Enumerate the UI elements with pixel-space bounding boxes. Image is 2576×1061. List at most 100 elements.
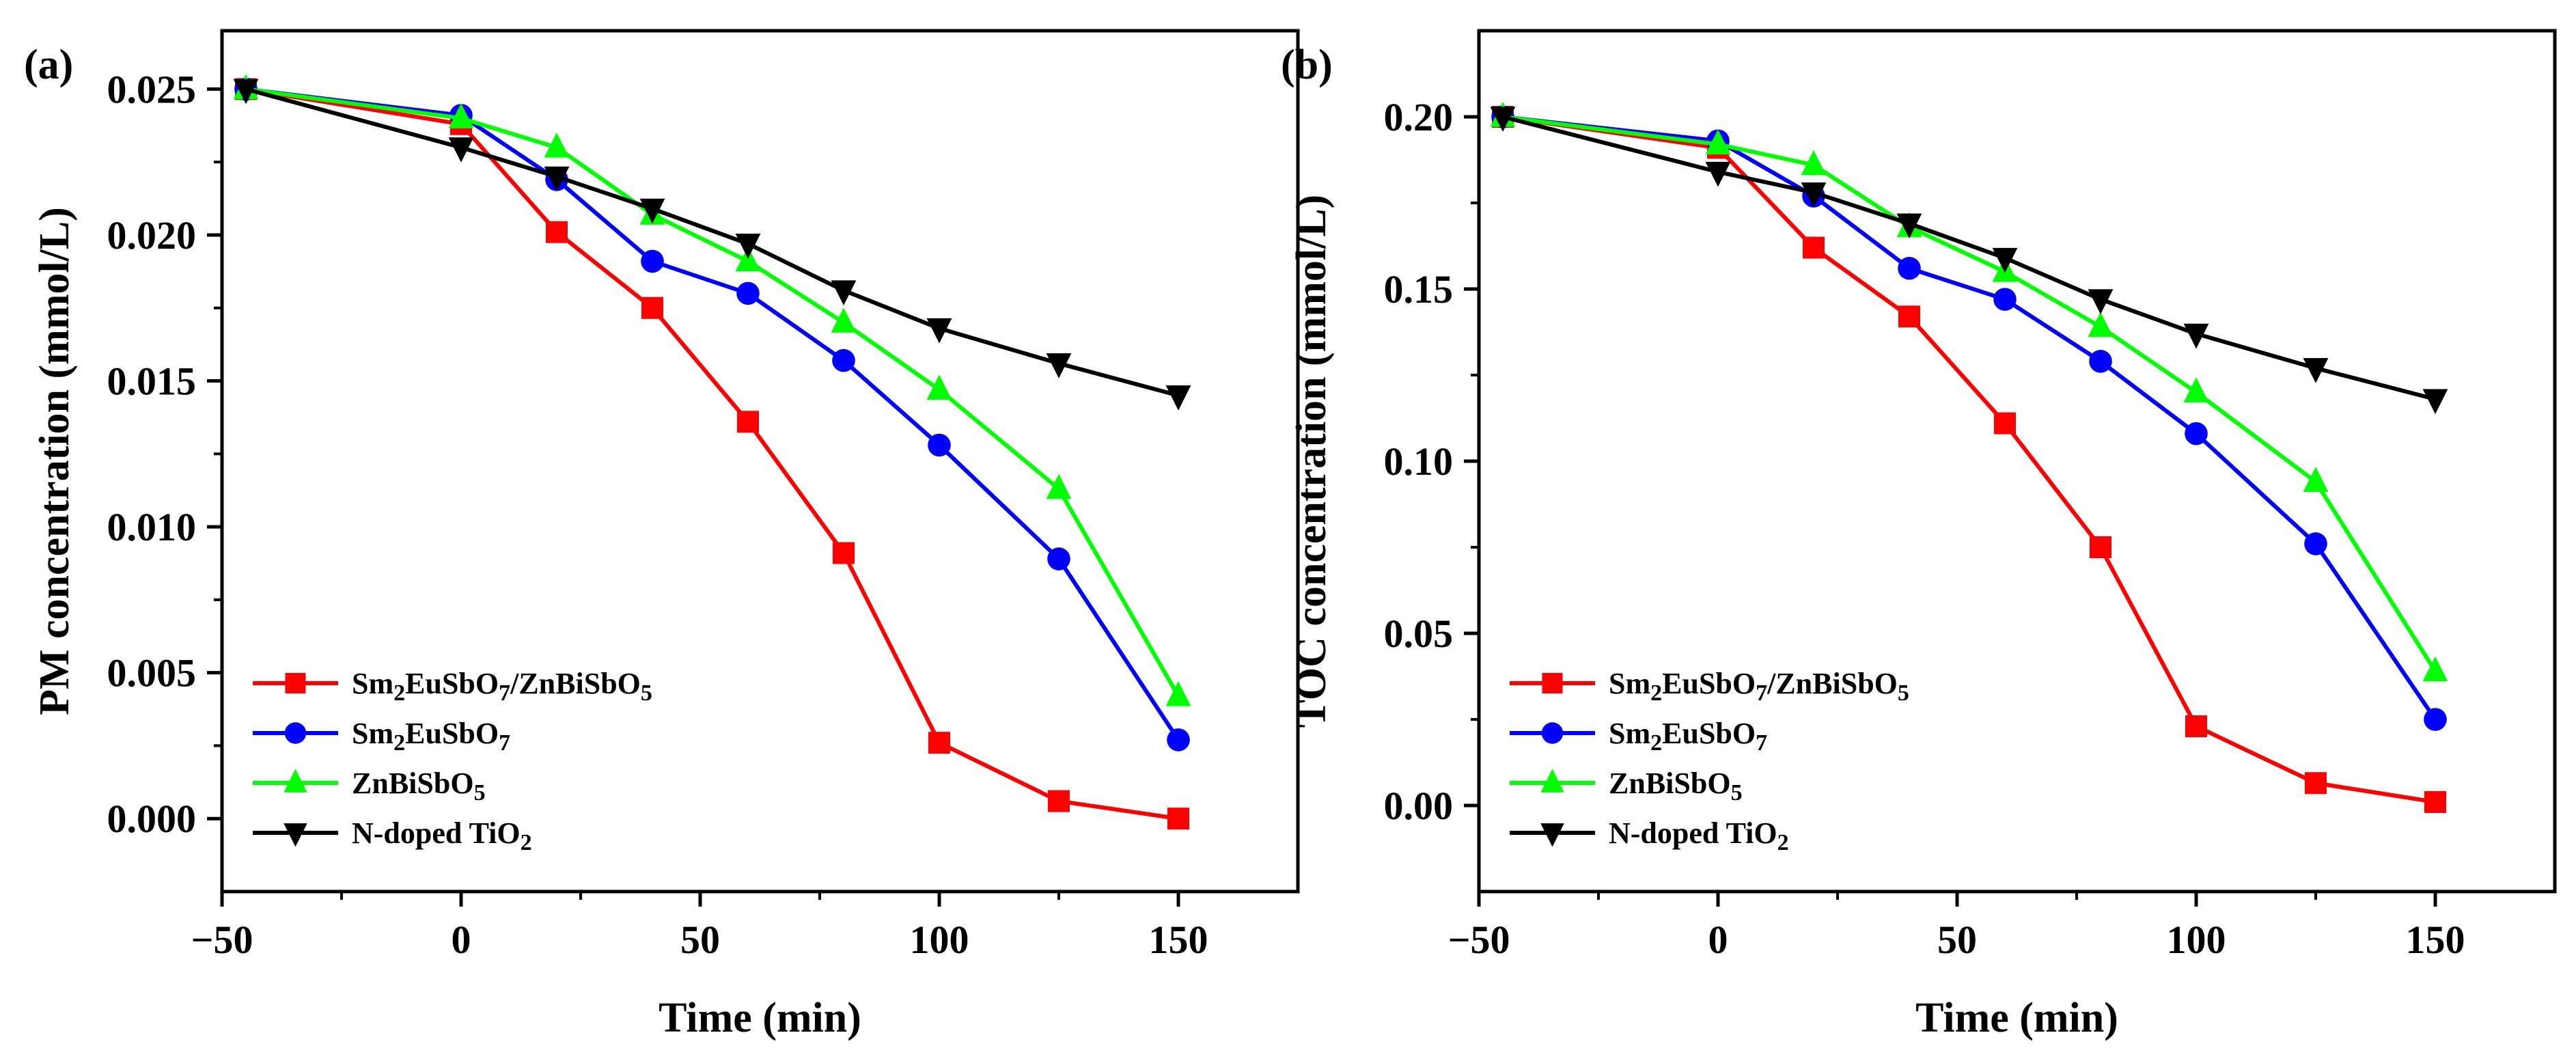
y-axis-label: TOC concentration (mmol/L): [1288, 195, 1335, 728]
data-point: [832, 348, 855, 372]
data-point: [1167, 728, 1190, 752]
data-point: [546, 221, 568, 243]
x-tick-label: −50: [1448, 918, 1510, 962]
legend-entry: ZnBiSbO5: [1510, 767, 1743, 805]
data-point: [2422, 389, 2448, 415]
legend-marker: [1540, 769, 1564, 793]
data-point: [233, 79, 259, 105]
data-point: [1801, 182, 1827, 208]
data-point: [1705, 129, 1731, 155]
data-point: [2303, 467, 2329, 493]
data-point: [2424, 790, 2446, 813]
data-point: [737, 411, 759, 433]
legend-entry: Sm2EuSbO7/ZnBiSbO5: [1510, 667, 1909, 706]
data-point: [735, 246, 761, 272]
legend-marker: [285, 673, 306, 693]
y-tick-label: 0.05: [1384, 611, 1454, 656]
x-tick-label: 100: [2167, 918, 2226, 962]
x-tick-label: −50: [191, 918, 253, 962]
data-point: [2183, 323, 2209, 349]
legend-entry: ZnBiSbO5: [253, 767, 486, 805]
y-tick-label: 0.005: [107, 651, 197, 695]
data-point: [1046, 473, 1072, 499]
x-tick-label: 100: [910, 918, 969, 962]
data-point: [1994, 412, 2016, 435]
data-point: [1898, 256, 1921, 280]
y-tick-label: 0.00: [1384, 784, 1454, 828]
legend-label: N-doped TiO2: [352, 816, 532, 855]
data-point: [1167, 808, 1189, 830]
data-point: [1896, 213, 1922, 239]
y-tick-label: 0.025: [107, 67, 197, 111]
data-point: [1046, 353, 1072, 378]
y-tick-label: 0.10: [1384, 439, 1454, 484]
y-tick-label: 0.000: [107, 797, 197, 841]
legend-entry: Sm2EuSbO7: [1510, 717, 1767, 756]
data-point: [926, 374, 952, 400]
x-axis-label: Time (min): [1915, 995, 2118, 1041]
x-axis-label: Time (min): [659, 995, 861, 1041]
data-point: [1801, 150, 1827, 176]
data-point: [928, 732, 950, 754]
data-point: [2303, 358, 2329, 383]
data-point: [448, 103, 474, 128]
legend-marker: [284, 722, 307, 744]
data-point: [831, 307, 857, 333]
legend-label: Sm2EuSbO7/ZnBiSbO5: [1609, 667, 1909, 706]
data-point: [2304, 532, 2327, 555]
legend-label: Sm2EuSbO7: [1609, 717, 1767, 756]
legend-entry: N-doped TiO2: [1510, 816, 1789, 855]
series-blue: [1491, 105, 2447, 731]
legend-entry: N-doped TiO2: [253, 816, 532, 855]
legend-marker: [1540, 823, 1564, 847]
data-point: [1993, 288, 2017, 311]
data-point: [2088, 289, 2114, 314]
legend-label: Sm2EuSbO7: [352, 717, 510, 756]
data-point: [2089, 350, 2112, 373]
data-point: [544, 133, 570, 158]
legend-label: Sm2EuSbO7/ZnBiSbO5: [352, 667, 652, 706]
data-point: [2090, 536, 2111, 558]
data-point: [928, 433, 951, 457]
data-point: [2424, 708, 2447, 731]
legend-entry: Sm2EuSbO7: [253, 717, 510, 756]
legend-label: ZnBiSbO5: [352, 767, 486, 805]
legend-marker: [1541, 722, 1564, 744]
legend-marker: [283, 769, 307, 793]
data-point: [639, 198, 665, 224]
legend-marker: [1542, 673, 1563, 693]
data-point: [736, 281, 760, 305]
series-red: [1492, 106, 2446, 813]
series-black: [233, 79, 1191, 411]
data-point: [833, 542, 855, 564]
data-point: [2183, 377, 2209, 402]
data-point: [1165, 385, 1191, 411]
legend-label: ZnBiSbO5: [1609, 767, 1743, 805]
y-tick-label: 0.015: [107, 359, 197, 404]
data-point: [641, 249, 664, 273]
series-black: [1490, 107, 2448, 415]
y-axis-label: PM concentration (mmol/L): [31, 207, 78, 715]
data-point: [1048, 790, 1070, 812]
data-point: [1705, 161, 1731, 187]
data-point: [448, 137, 474, 163]
data-point: [2185, 715, 2207, 738]
data-point: [1992, 247, 2018, 273]
data-point: [2185, 422, 2208, 445]
y-tick-label: 0.20: [1384, 95, 1454, 139]
chart-panel-a: −50 0 50 100 150 0.000 0.005 0.010 0.015 0.020 0.0…: [24, 29, 1300, 1041]
data-point: [735, 234, 761, 259]
panel-label: (a): [24, 42, 73, 88]
data-point: [1047, 547, 1070, 570]
data-point: [2422, 656, 2448, 682]
data-point: [2305, 772, 2327, 795]
x-tick-label: 150: [2406, 918, 2465, 962]
plot-frame: [220, 29, 1300, 894]
data-point: [1898, 305, 1920, 328]
data-point: [2088, 312, 2114, 337]
series-green: [233, 74, 1191, 706]
x-tick-label: 150: [1149, 918, 1208, 962]
legend-entry: Sm2EuSbO7/ZnBiSbO5: [253, 667, 652, 706]
